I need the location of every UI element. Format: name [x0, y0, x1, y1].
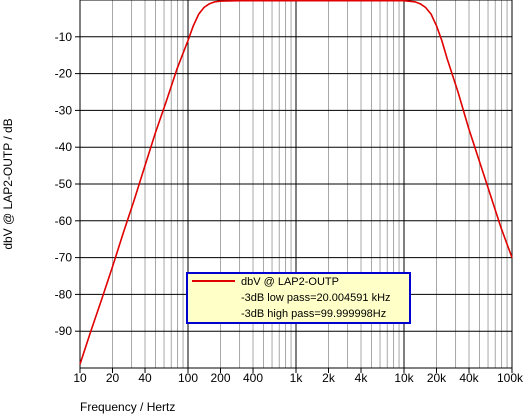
legend-entry: -3dB high pass=99.999998Hz	[241, 308, 386, 320]
x-tick-label: 40	[138, 371, 152, 385]
y-tick-label: -20	[55, 67, 73, 81]
x-axis-label: Frequency / Hertz	[80, 400, 175, 414]
x-tick-label: 20	[106, 371, 120, 385]
x-tick-label: 100	[178, 371, 198, 385]
x-tick-label: 200	[210, 371, 230, 385]
y-axis-label: dbV @ LAP2-OUTP / dB	[1, 118, 15, 249]
series-line	[79, 0, 513, 365]
y-tick-label: -30	[55, 103, 73, 117]
x-tick-label: 10k	[394, 371, 414, 385]
x-tick-label: 100k	[497, 371, 524, 385]
x-tick-label: 2k	[322, 371, 336, 385]
y-tick-label: -60	[55, 214, 73, 228]
y-tick-label: -10	[55, 30, 73, 44]
y-axis-ticks: -10 -20 -30 -40 -50 -60 -70 -80 -90	[55, 30, 80, 338]
legend-entry: dbV @ LAP2-OUTP	[241, 276, 339, 288]
x-tick-label: 10	[73, 371, 87, 385]
y-tick-label: -80	[55, 287, 73, 301]
y-tick-label: -50	[55, 177, 73, 191]
y-tick-label: -90	[55, 324, 73, 338]
x-axis-ticks: 10 20 40 100 200 400 1k 2k 4k 10k 20k 40k 100k	[73, 368, 524, 385]
y-tick-label: -40	[55, 140, 73, 154]
x-tick-label: 20k	[427, 371, 447, 385]
y-tick-label: -70	[55, 251, 73, 265]
legend-entry: -3dB low pass=20.004591 kHz	[241, 292, 391, 304]
x-tick-label: 1k	[290, 371, 304, 385]
x-tick-label: 4k	[355, 371, 369, 385]
legend: dbV @ LAP2-OUTP -3dB low pass=20.004591 …	[186, 272, 411, 324]
x-tick-label: 40k	[459, 371, 479, 385]
x-tick-label: 400	[243, 371, 263, 385]
